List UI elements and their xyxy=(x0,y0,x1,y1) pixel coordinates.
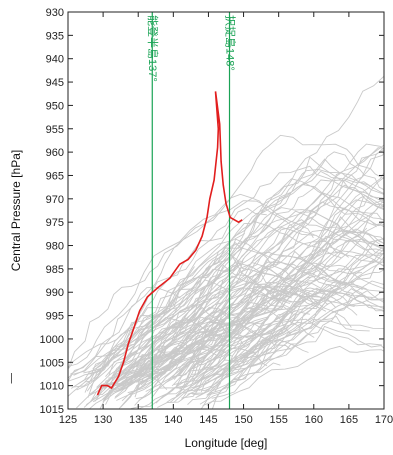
background-track xyxy=(134,272,319,406)
background-track xyxy=(162,292,384,397)
background-track xyxy=(68,134,384,371)
y-tick-label: 985 xyxy=(46,264,64,276)
background-track xyxy=(134,209,384,398)
background-track xyxy=(103,201,384,390)
background-track xyxy=(161,171,384,399)
background-track xyxy=(211,269,384,409)
y-tick-label: 950 xyxy=(46,100,64,112)
y-tick-label: 1010 xyxy=(40,381,64,393)
y-tick-label: 980 xyxy=(46,241,64,253)
y-tick-label: 945 xyxy=(46,77,64,89)
background-track xyxy=(148,316,234,377)
y-tick-label: 975 xyxy=(46,217,64,229)
background-track xyxy=(70,200,314,375)
y-tick-label: 1000 xyxy=(40,334,64,346)
background-track xyxy=(166,205,384,403)
x-tick-label: 145 xyxy=(199,414,217,426)
reference-lines: 能登半島137° 択捉島148° xyxy=(146,12,237,409)
x-tick-label: 160 xyxy=(305,414,323,426)
background-track xyxy=(68,193,315,368)
y-tick-label: 940 xyxy=(46,54,64,66)
background-track xyxy=(179,287,296,390)
y-tick-label: 1015 xyxy=(40,404,64,416)
background-track xyxy=(70,279,234,389)
x-axis-ticks: 125 130 135 140 145 150 155 160 165 170 xyxy=(59,12,393,426)
y-tick-label: 960 xyxy=(46,147,64,159)
edge-mark: | xyxy=(10,372,13,384)
x-tick-label: 165 xyxy=(340,414,358,426)
reference-label: 択捉島148° xyxy=(223,15,237,71)
background-track xyxy=(76,192,384,409)
x-tick-label: 140 xyxy=(164,414,182,426)
background-track xyxy=(68,252,285,369)
background-track xyxy=(179,301,269,392)
background-track xyxy=(114,325,229,399)
x-tick-label: 130 xyxy=(94,414,112,426)
background-track xyxy=(155,290,351,404)
background-track xyxy=(114,147,384,398)
y-tick-label: 955 xyxy=(46,124,64,136)
y-tick-label: 935 xyxy=(46,30,64,42)
background-track xyxy=(118,199,384,409)
background-track xyxy=(198,280,384,391)
background-track xyxy=(138,325,384,409)
background-track xyxy=(171,319,263,387)
background-track xyxy=(189,149,384,371)
x-tick-label: 150 xyxy=(234,414,252,426)
background-track xyxy=(112,286,305,377)
x-axis-label: Longitude [deg] xyxy=(185,436,268,450)
background-track xyxy=(121,250,384,402)
x-tick-label: 135 xyxy=(129,414,147,426)
background-track xyxy=(211,239,384,399)
y-tick-label: 1005 xyxy=(40,357,64,369)
background-track xyxy=(102,156,384,400)
background-track xyxy=(103,253,264,402)
background-track xyxy=(126,219,384,377)
background-track xyxy=(68,233,246,382)
y-tick-label: 990 xyxy=(46,287,64,299)
background-tracks xyxy=(68,75,384,409)
highlight-line xyxy=(96,91,243,396)
background-track xyxy=(103,184,384,402)
background-track xyxy=(151,261,384,399)
y-axis-ticks: 930 935 940 945 950 955 960 965 970 975 980 985 990 9… xyxy=(40,7,384,416)
x-tick-label: 155 xyxy=(269,414,287,426)
y-tick-label: 930 xyxy=(46,7,64,19)
background-track xyxy=(199,290,384,405)
background-track xyxy=(202,345,384,407)
background-track xyxy=(136,258,384,387)
y-axis-label: Central Pressure [hPa] xyxy=(9,150,23,271)
background-track xyxy=(89,306,250,395)
background-track xyxy=(92,287,384,403)
reference-label: 能登半島137° xyxy=(146,15,160,82)
background-track xyxy=(181,262,384,399)
x-tick-label: 125 xyxy=(59,414,77,426)
highlight-track xyxy=(96,91,243,396)
y-tick-label: 970 xyxy=(46,194,64,206)
background-track xyxy=(105,262,310,377)
background-track xyxy=(139,144,384,369)
background-track xyxy=(85,275,316,406)
background-track xyxy=(194,245,384,382)
background-track xyxy=(68,170,373,397)
background-track xyxy=(200,287,358,409)
background-track xyxy=(109,168,384,390)
background-track xyxy=(187,362,281,406)
x-tick-label: 170 xyxy=(375,414,393,426)
y-tick-label: 995 xyxy=(46,311,64,323)
y-tick-label: 965 xyxy=(46,170,64,182)
plot-frame xyxy=(67,11,385,410)
